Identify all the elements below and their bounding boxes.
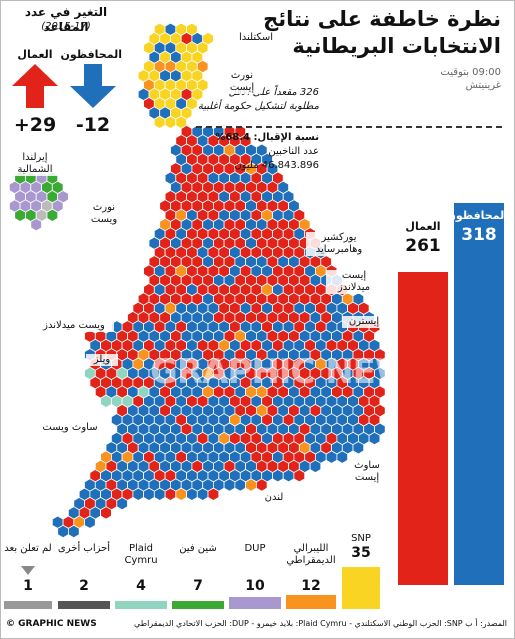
seat-hex [153, 487, 166, 501]
region-label-north-east: نورث إيست [222, 70, 262, 94]
credit: © GRAPHIC NEWS [6, 619, 97, 629]
watermark: GRAPHIC NEWS [150, 352, 436, 392]
timestamp: 09:00 بتوقيت غرينيتش [440, 67, 501, 91]
seat-hex [116, 496, 128, 511]
pending-triangle-icon [21, 566, 35, 575]
bar-party [4, 601, 52, 609]
seat-change-title: التغير في عدد المقاعد [24, 5, 108, 34]
seat-hex [100, 506, 112, 520]
bar-value: 2 [79, 578, 89, 594]
region-label-london: لندن [256, 492, 292, 504]
seat-hex [272, 469, 284, 483]
majority-note: 326 مقعداً على الأقل مطلوبة لتشكيل حكومة… [197, 87, 319, 112]
change-labour-label: العمال [17, 48, 53, 61]
seat-hex [132, 487, 145, 501]
seat-hex [186, 487, 198, 501]
bar-label: لم تعلن بعد [4, 543, 52, 554]
seat-hex [352, 441, 365, 455]
bar-party [115, 601, 167, 609]
seat-hex [164, 115, 177, 129]
bar-value: 7 [193, 578, 203, 594]
bar-label: الليبرالي الديمقراطي [286, 543, 336, 566]
seat-hex [57, 524, 69, 539]
turnout-info: نسبة الإقبال: 68.4% عدد الناخبين 46.843.… [215, 132, 319, 171]
seat-hex [245, 478, 257, 492]
seat-hex [84, 515, 96, 529]
bar-value: 4 [136, 578, 146, 594]
change-conservative-value: -12 [75, 114, 111, 136]
region-label-south-east: ساوث إيست [350, 460, 384, 484]
seat-hex [309, 459, 322, 474]
region-label-yorkshire: يوركشير وهامبرسايد [306, 232, 372, 256]
bar-value: 1 [23, 578, 33, 594]
page-title: نظرة خاطفة على نتائج الانتخابات البريطان… [263, 7, 501, 58]
region-label-northern-ireland: إيرلندا الشمالية [4, 152, 66, 176]
region-label-scotland: اسكتلندا [226, 32, 286, 44]
bar-label: SNP [351, 533, 371, 544]
bar-party [286, 594, 336, 609]
bar-label: DUP [244, 543, 266, 554]
change-labour-value: +29 [13, 114, 57, 136]
bar-value: 10 [245, 578, 265, 594]
seat-hex [196, 487, 209, 501]
seat-hex [46, 208, 59, 222]
seat-hex [223, 478, 236, 492]
bar-conservative [454, 203, 504, 585]
seat-hex [14, 208, 26, 222]
seat-hex [325, 450, 338, 464]
bar-snp [342, 567, 380, 609]
seat-hex [175, 487, 188, 501]
change-conservative-label: المحافظون [60, 48, 122, 61]
bar-value: 35 [351, 545, 371, 561]
region-label-south-west: ساوث ويست [34, 422, 106, 434]
seat-hex [293, 469, 306, 483]
bar-label: أحزاب أخرى [57, 543, 111, 554]
seat-hex [368, 431, 381, 446]
change-arrows [12, 64, 116, 108]
seat-hex [153, 115, 166, 129]
seat-change-subtitle: (2015-17) [41, 21, 91, 32]
bar-label: العمال [405, 219, 441, 233]
seat-hex [207, 487, 220, 501]
region-label-west-midlands: ويست ميدلاندز [34, 320, 114, 332]
bar-party [58, 601, 110, 609]
bar-party [229, 597, 281, 609]
seat-hex [68, 524, 80, 539]
seat-hex [234, 478, 247, 492]
region-label-eastern: إيسترن [342, 316, 386, 328]
bar-label: Plaid Cymru [124, 543, 158, 566]
seat-hex [30, 217, 42, 232]
region-label-north-west: نورث ويست [84, 202, 124, 226]
bar-label: المحافظون [446, 209, 508, 223]
bar-value: 12 [301, 578, 321, 594]
divider [196, 126, 502, 128]
labour-up-arrow-icon [12, 64, 58, 108]
bar-label: شين فين [179, 543, 217, 554]
seat-hex [100, 394, 112, 408]
seat-hex [336, 450, 349, 464]
seat-hex [282, 469, 295, 483]
bar-party [172, 600, 224, 609]
region-label-east-midlands: إيست ميدلاندز [326, 270, 382, 294]
bar-value: 318 [461, 225, 497, 246]
conservative-down-arrow-icon [70, 64, 116, 108]
bar-value: 261 [405, 235, 441, 256]
seat-hex [143, 487, 155, 501]
region-label-wales: ويلز [86, 354, 118, 366]
bar-labour [398, 271, 448, 585]
source-note: المصدر: أ ب SNP: الحزب الوطني الاسكتلندي… [134, 619, 507, 628]
seat-hex [164, 487, 177, 501]
seat-hex [255, 478, 268, 492]
